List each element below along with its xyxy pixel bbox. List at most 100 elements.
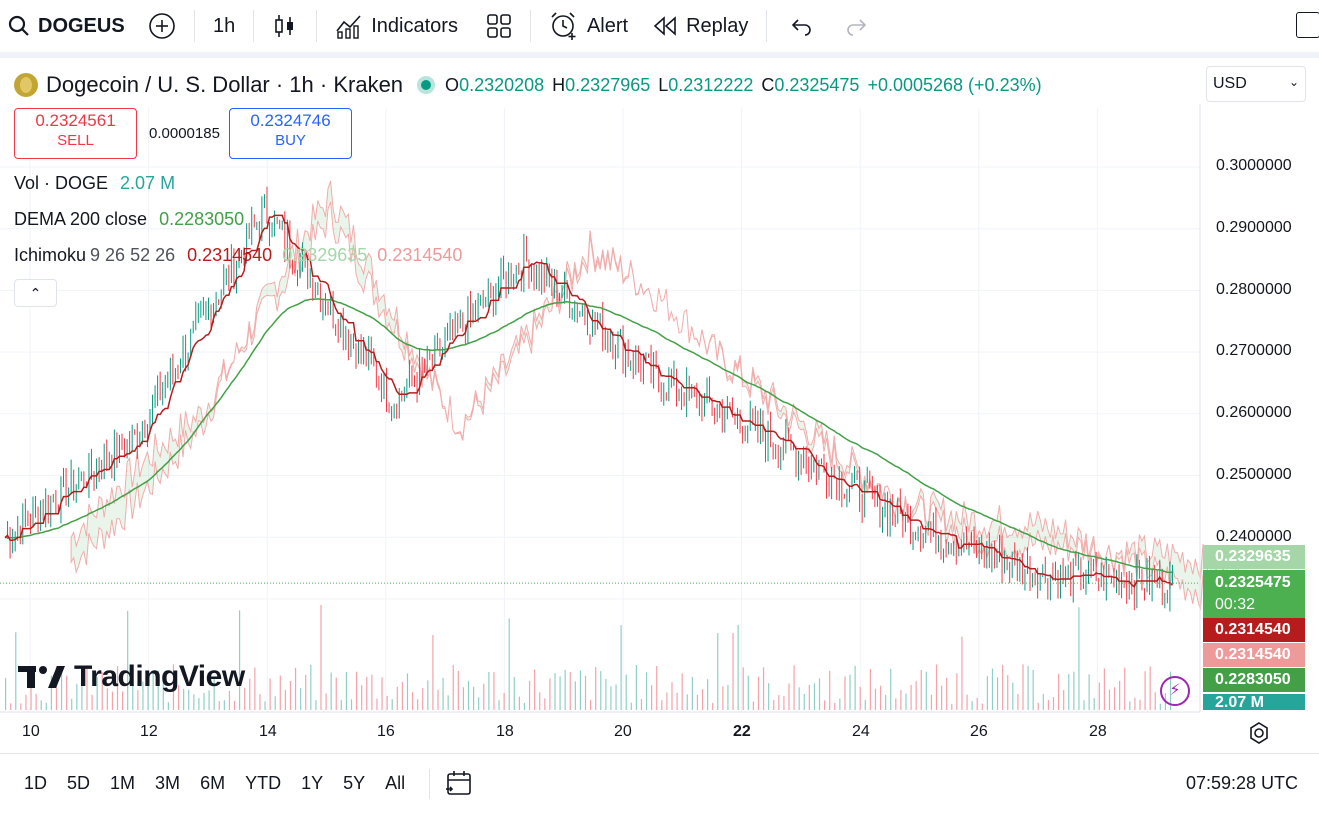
volume-bar <box>778 695 780 710</box>
buy-button[interactable]: 0.2324746 BUY <box>229 108 352 159</box>
volume-bar <box>406 673 409 710</box>
volume-bar <box>844 676 846 710</box>
layouts-button[interactable] <box>478 6 520 46</box>
volume-bar <box>1022 664 1024 710</box>
dema-value: 0.2283050 <box>159 209 245 229</box>
plus-circle-icon <box>149 13 175 39</box>
interval-label: 1h <box>213 14 236 37</box>
range-1y[interactable]: 1Y <box>301 773 324 793</box>
volume-bar <box>432 634 434 710</box>
x-axis-label: 18 <box>496 723 514 740</box>
fullscreen-button[interactable] <box>1296 12 1319 38</box>
volume-legend[interactable]: Vol · DOGE 2.07 M <box>14 173 175 194</box>
volume-bar <box>101 672 103 710</box>
volume-bar <box>518 696 520 710</box>
high-value: 0.2327965 <box>565 74 651 95</box>
volume-bar <box>1047 699 1050 710</box>
alarm-clock-icon <box>551 12 576 40</box>
span-b-price-tag: 0.2314540 <box>1203 643 1305 667</box>
volume-bar <box>905 693 907 710</box>
symbol-label: DOGEUSD <box>38 14 126 37</box>
alert-button[interactable]: Alert <box>541 6 636 46</box>
toolbar-divider <box>316 10 318 42</box>
ichimoku-conversion-value: 0.2314540 <box>187 245 273 265</box>
volume-bar <box>422 688 424 710</box>
volume-bar <box>996 677 999 710</box>
y-axis-label: 0.2900000 <box>1216 219 1292 236</box>
volume-bar <box>712 702 714 710</box>
volume-bar <box>462 687 465 710</box>
replay-button[interactable]: Replay <box>644 6 756 46</box>
calendar-goto-icon[interactable] <box>444 769 474 799</box>
range-all[interactable]: All <box>385 773 406 793</box>
volume-bar <box>656 665 658 710</box>
currency-select[interactable]: USD ⌄ <box>1206 66 1306 102</box>
volume-bar <box>976 697 978 710</box>
volume-bar <box>874 688 877 710</box>
volume-bar <box>193 694 195 710</box>
low-label: L <box>658 74 669 95</box>
volume-bar <box>605 679 607 710</box>
undo-button[interactable] <box>781 6 821 46</box>
chart-type-button[interactable] <box>264 6 306 46</box>
range-5d[interactable]: 5D <box>67 773 91 793</box>
compare-button[interactable] <box>140 6 184 46</box>
volume-bar <box>895 698 897 710</box>
x-axis-label: 24 <box>852 723 870 740</box>
lightning-badge-icon[interactable]: ⚡ <box>1160 676 1190 706</box>
redo-button[interactable] <box>837 6 877 46</box>
range-ytd[interactable]: YTD <box>245 773 282 793</box>
ichimoku-conversion-line <box>4 214 1174 588</box>
volume-bar <box>172 664 175 710</box>
range-3m[interactable]: 3M <box>155 773 181 793</box>
x-axis-label: 28 <box>1089 723 1107 740</box>
volume-bar <box>376 698 378 710</box>
volume-bar <box>147 681 149 710</box>
collapse-legend-button[interactable]: ⌃ <box>14 279 57 307</box>
volume-bar <box>116 666 119 710</box>
symbol-search[interactable]: DOGEUSD <box>0 6 140 46</box>
volume-bar <box>300 688 302 710</box>
range-1m[interactable]: 1M <box>110 773 136 793</box>
symbol-title[interactable]: Dogecoin / U. S. Dollar · 1h · Kraken <box>46 72 404 97</box>
volume-bar <box>762 667 765 710</box>
volume-bar <box>30 679 32 710</box>
indicators-button[interactable]: Indicators <box>327 6 466 46</box>
volume-bar <box>569 672 571 710</box>
interval-button[interactable]: 1h <box>205 6 243 46</box>
volume-bar <box>177 685 180 710</box>
volume-bar <box>1052 697 1055 710</box>
volume-bar <box>96 677 98 710</box>
volume-bar <box>910 684 912 710</box>
volume-bar <box>864 699 866 710</box>
volume-bar <box>1098 682 1100 710</box>
utc-clock[interactable]: 07:59:28 UTC <box>1185 773 1298 793</box>
toolbar-divider <box>529 10 531 42</box>
last-price-value: 0.2325475 <box>1215 574 1291 591</box>
volume-bar <box>681 673 683 710</box>
volume-bar <box>1007 675 1009 710</box>
volume-bar <box>930 694 933 710</box>
candles-icon <box>275 15 294 37</box>
volume-bar <box>122 691 124 710</box>
range-5y[interactable]: 5Y <box>343 773 366 793</box>
volume-bar <box>620 625 622 710</box>
dema-price-tag: 0.2283050 <box>1203 668 1305 692</box>
bar-countdown: 00:32 <box>1215 596 1256 613</box>
settings-icon[interactable] <box>1247 721 1271 745</box>
volume-bar <box>610 686 612 710</box>
volume-bar <box>635 665 637 710</box>
tradingview-logo[interactable]: TradingView <box>18 660 245 694</box>
dema-legend[interactable]: DEMA 200 close 0.2283050 <box>14 209 244 230</box>
buy-label: BUY <box>275 132 306 149</box>
volume-bar <box>1088 674 1090 710</box>
range-1d[interactable]: 1D <box>24 773 48 793</box>
range-6m[interactable]: 6M <box>200 773 226 793</box>
ichimoku-legend[interactable]: Ichimoku 9 26 52 26 0.2314540 0.2329635 … <box>14 245 462 266</box>
toolbar-divider <box>194 10 195 42</box>
volume-bar <box>747 675 749 710</box>
volume-bar <box>671 682 673 710</box>
sell-button[interactable]: 0.2324561 SELL <box>14 108 137 159</box>
volume-bar <box>259 694 261 710</box>
